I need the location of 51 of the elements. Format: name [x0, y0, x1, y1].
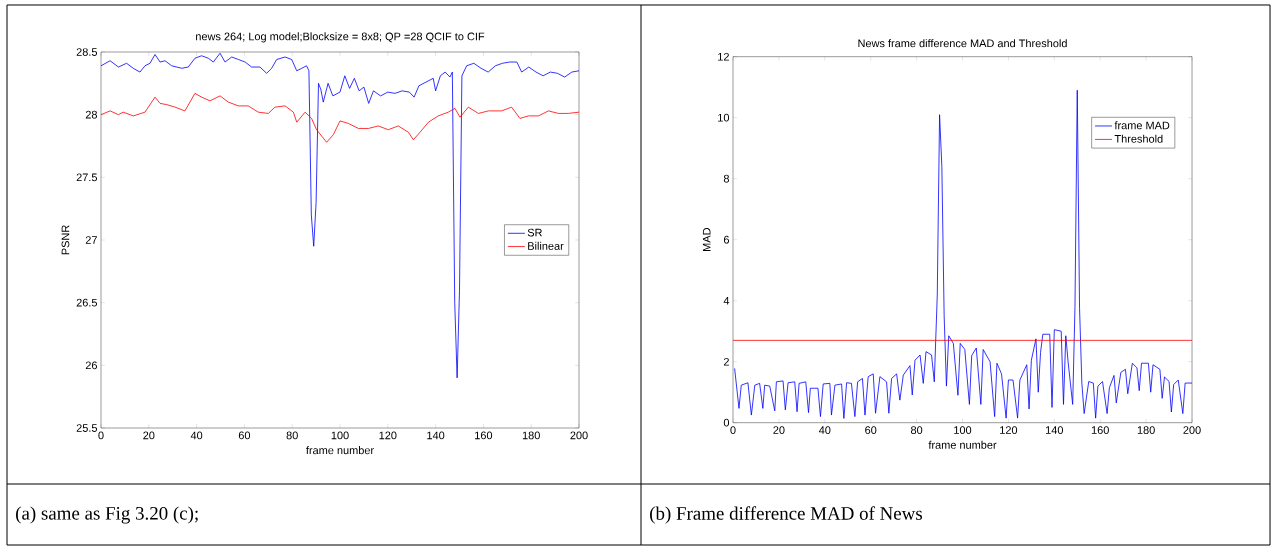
x-tick-label: 100 [954, 426, 972, 434]
x-tick-label: 20 [143, 431, 155, 440]
x-tick-label: 60 [865, 426, 877, 434]
text: (a) same as Fig 3.20 (c); [16, 506, 198, 524]
x-tick-label: 0 [730, 426, 736, 434]
line-series [734, 89, 1193, 419]
x-axis-title: frame number [928, 440, 997, 449]
y-tick-label: 0 [723, 418, 730, 427]
y-tick-label: 27 [85, 236, 97, 244]
x-tick-label: 180 [1137, 426, 1155, 434]
x-tick-label: 40 [190, 431, 203, 440]
y-axis-title: PSNR [61, 225, 70, 255]
y-tick-label: 8 [723, 174, 729, 183]
x-tick-label: 80 [910, 426, 923, 434]
x-axis-title: frame number [306, 446, 374, 455]
x-tick-label: 180 [522, 431, 540, 440]
x-tick-label: 140 [427, 431, 445, 440]
x-tick-label: 200 [570, 431, 588, 440]
x-tick-label: 80 [286, 431, 298, 440]
text: (b) Frame difference MAD of News [650, 506, 923, 524]
y-axis-title: MAD [702, 228, 711, 251]
y-tick-label: 28.5 [76, 48, 98, 56]
y-tick-label: 10 [718, 113, 730, 122]
x-tick-label: 200 [1183, 426, 1201, 434]
legend-label: Threshold [1114, 134, 1163, 143]
chart-title: News frame difference MAD and Threshold [858, 39, 1067, 48]
x-tick-label: 40 [818, 426, 831, 434]
x-tick-label: 0 [98, 431, 104, 440]
y-tick-label: 28 [85, 110, 97, 119]
x-tick-label: 140 [1046, 426, 1064, 434]
y-tick-label: 25.5 [76, 424, 98, 432]
x-tick-label: 160 [1091, 426, 1109, 434]
x-tick-label: 120 [1000, 426, 1018, 434]
x-tick-label: 20 [773, 426, 785, 434]
x-tick-label: 160 [475, 431, 493, 440]
line-series [101, 52, 580, 379]
x-tick-label: 60 [238, 431, 251, 440]
x-tick-label: 120 [379, 431, 397, 440]
legend-label: frame MAD [1114, 121, 1170, 130]
y-tick-label: 26 [85, 361, 97, 370]
legend-label: SR [527, 228, 542, 237]
x-tick-label: 100 [331, 431, 349, 440]
legend-label: Bilinear [528, 241, 564, 250]
y-tick-label: 26.5 [76, 298, 98, 307]
line-series [101, 92, 580, 143]
y-tick-label: 6 [723, 235, 729, 244]
y-tick-label: 2 [723, 357, 729, 366]
y-tick-label: 4 [723, 296, 730, 305]
y-tick-label: 27.5 [76, 173, 98, 182]
y-tick-label: 12 [718, 52, 729, 61]
chart-title: news 264; Log model;Blocksize = 8x8; QP =28 QCIF to CIF [196, 32, 485, 43]
